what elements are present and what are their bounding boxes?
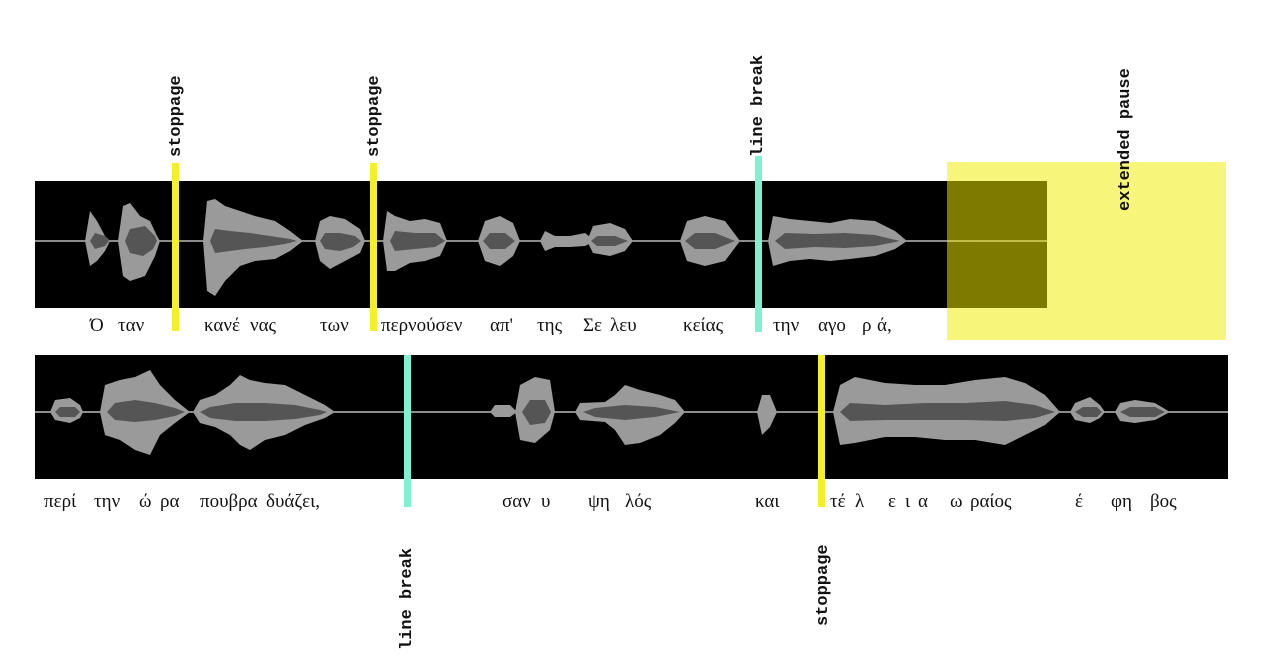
syllable: και [755, 491, 780, 512]
syllable: ψη [588, 491, 610, 512]
syllable: των [320, 315, 349, 336]
extended-pause-label: extended pause [1116, 68, 1135, 211]
line-break-marker [404, 355, 411, 507]
syllable: ώ [139, 491, 152, 512]
syllable: την [94, 491, 121, 512]
syllable: λ [855, 491, 865, 512]
syllable: της [537, 315, 563, 336]
syllable: Ό [90, 315, 104, 336]
pause-waveform-line [947, 240, 1047, 242]
stoppage-marker [818, 355, 825, 507]
syllable: ι [905, 491, 911, 512]
syllable: τέ [830, 491, 846, 512]
syllable: φη [1111, 491, 1132, 512]
syllable: περί [44, 491, 77, 512]
syllable: ω [950, 491, 963, 512]
stoppage-label: stoppage [167, 75, 186, 157]
line-break-label: line break [749, 54, 768, 157]
waveform-panel-bottom [35, 355, 1228, 479]
stoppage-label: stoppage [814, 544, 833, 626]
syllable: δυάζει, [266, 491, 321, 512]
syllable: αγο [818, 315, 846, 336]
syllable: ρα [160, 491, 180, 512]
syllable: ε [888, 491, 896, 512]
line-break-label: line break [398, 547, 417, 650]
syllable: ά, [877, 315, 892, 336]
syllable: περνούσεν [381, 315, 463, 336]
waveform-bottom [35, 370, 1228, 455]
syllable: κανέ [204, 315, 240, 336]
stoppage-marker [370, 163, 377, 331]
syllable: λός [625, 491, 652, 512]
syllable: υ [541, 491, 551, 512]
syllable: απ' [490, 315, 513, 336]
waveform-top [35, 199, 947, 296]
syllable: ρ [862, 315, 872, 336]
extended-pause-waveform [947, 181, 1047, 308]
syllable: βος [1150, 491, 1177, 512]
syllable: σαν [502, 491, 531, 512]
syllable: λευ [610, 315, 637, 336]
syllable: Σε [583, 315, 603, 336]
stoppage-marker [172, 163, 179, 331]
line-break-marker [755, 156, 762, 332]
syllable: έ [1075, 491, 1083, 512]
syllable: ραίος [970, 491, 1012, 512]
syllable: την [773, 315, 800, 336]
syllable: πουβρα [200, 491, 258, 512]
stoppage-label: stoppage [365, 75, 384, 157]
syllable: νας [250, 315, 277, 336]
syllable: α [918, 491, 928, 512]
waveform-panel-top [35, 181, 947, 308]
syllable: ταν [118, 315, 145, 336]
syllable: κείας [683, 315, 724, 336]
